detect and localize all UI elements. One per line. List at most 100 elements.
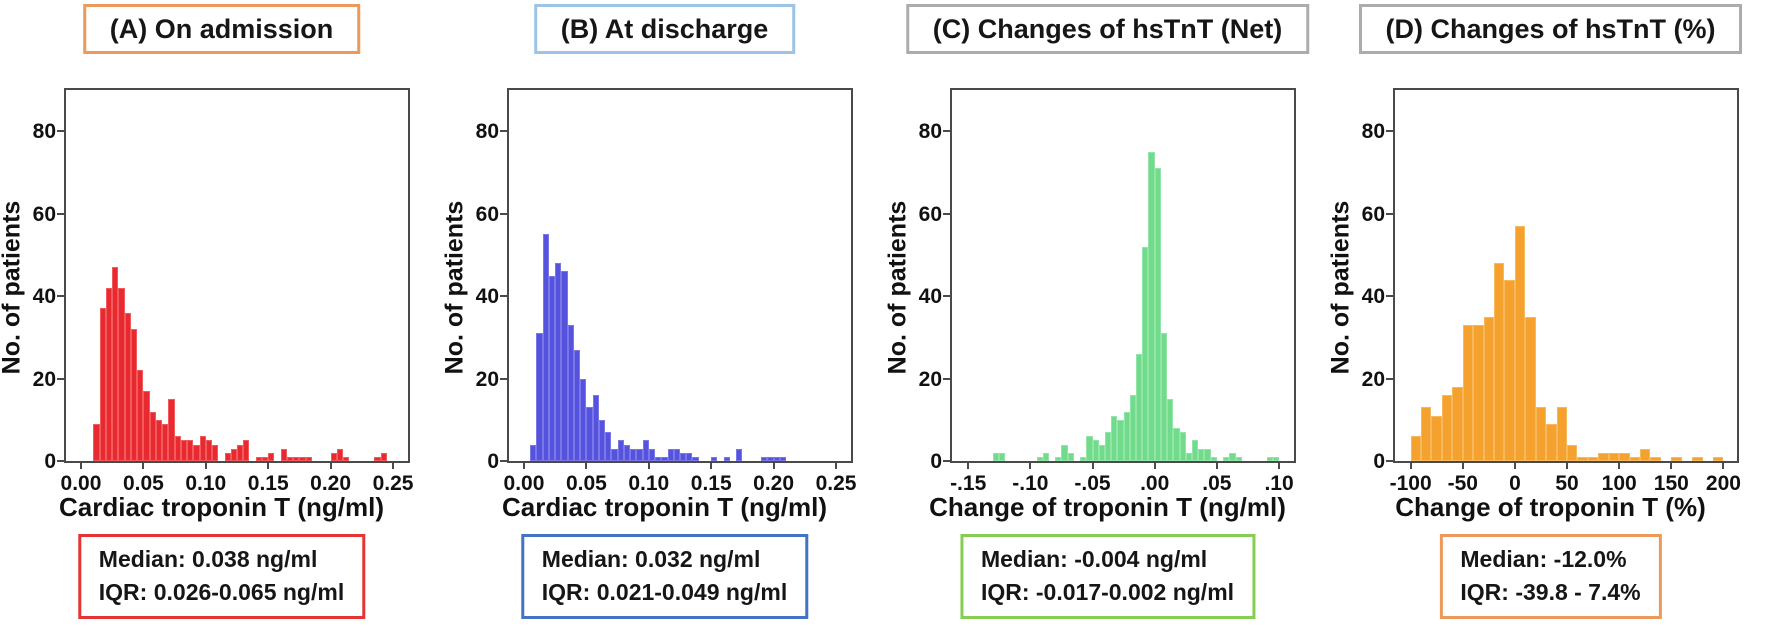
histogram-bar — [1080, 456, 1087, 461]
histogram-bar — [1042, 452, 1049, 461]
histogram-bar — [773, 456, 780, 461]
y-tick-label: 0 — [487, 450, 499, 473]
histogram-bar — [1266, 456, 1273, 461]
histogram-bar — [1608, 452, 1620, 461]
y-tick-label: 0 — [1373, 450, 1385, 473]
x-axis-label: Change of troponin T (%) — [1395, 492, 1706, 522]
y-tick-label: 80 — [918, 120, 942, 144]
histogram-bar — [661, 456, 668, 461]
histogram-bar — [630, 448, 637, 461]
histogram-bar — [680, 452, 687, 461]
histogram-bar — [1452, 386, 1463, 461]
stats-box: Median: 0.032 ng/ml IQR: 0.021-0.049 ng/… — [520, 534, 809, 619]
histogram-bar — [1650, 456, 1661, 461]
x-tick-label: 50 — [1555, 472, 1579, 495]
x-tick-mark — [1278, 461, 1281, 469]
y-tick-mark — [500, 295, 509, 298]
x-axis-label: Change of troponin T (ng/ml) — [929, 492, 1286, 522]
histogram-bar — [1055, 456, 1062, 461]
iqr-value: IQR: -0.017-0.002 ng/ml — [980, 579, 1235, 606]
y-tick-mark — [943, 212, 952, 215]
panel-d-title-box: (D) Changes of hsTnT (%) — [1358, 4, 1743, 55]
plot-frame: 0 20 40 60 80 0.00 0.05 0.10 0.15 0.20 0.25 — [476, 88, 856, 495]
histogram-bar — [1136, 353, 1143, 461]
histogram-bar — [530, 444, 537, 461]
histogram-bar — [561, 271, 568, 461]
histogram-bar — [1556, 407, 1568, 461]
stats-box: Median: -12.0% IQR: -39.8 - 7.4% — [1439, 534, 1662, 619]
y-tick-label: 60 — [475, 202, 499, 226]
histogram-bar — [261, 456, 269, 461]
histogram-bar — [343, 456, 350, 461]
histogram-bar — [305, 456, 312, 461]
x-tick-mark — [835, 461, 838, 469]
y-tick-mark — [57, 130, 66, 133]
x-tick-mark — [1670, 461, 1673, 469]
histogram-bar — [548, 275, 556, 461]
histogram-bar — [1117, 419, 1124, 461]
x-tick-mark — [522, 461, 525, 469]
histogram-bar — [1179, 432, 1186, 461]
histogram-bar — [592, 395, 599, 461]
stats-box: Median: 0.038 ng/ml IQR: 0.026-0.065 ng/… — [77, 534, 366, 619]
histogram-bar — [280, 448, 287, 461]
x-axis-label: Cardiac troponin T (ng/ml) — [59, 492, 384, 522]
x-tick-label: 0.00 — [503, 472, 545, 495]
panel-d-changes-percent: (D) Changes of hsTnT (%) No. of patients… — [1327, 0, 1772, 634]
histogram-bar — [162, 423, 169, 461]
y-tick-mark — [943, 295, 952, 298]
histogram-bar — [779, 456, 787, 461]
histogram-bar — [1092, 440, 1099, 461]
y-tick-label: 40 — [32, 285, 56, 309]
histogram-bar — [1535, 407, 1547, 461]
histogram-bar — [1587, 456, 1599, 461]
histogram-bar — [193, 444, 200, 461]
panel-b-title: (B) At discharge — [560, 14, 769, 44]
median-value: Median: -0.004 ng/ml — [980, 546, 1208, 572]
y-tick-mark — [1386, 460, 1395, 462]
y-tick-label: 0 — [44, 450, 56, 473]
histogram-bar — [1577, 456, 1588, 461]
x-tick-mark — [1153, 461, 1156, 469]
histogram-bar — [1036, 456, 1043, 461]
y-tick-mark — [943, 377, 952, 380]
histogram-bar — [555, 263, 562, 461]
x-tick-mark — [142, 461, 145, 469]
y-tick-label: 60 — [32, 202, 56, 226]
histogram-bar — [293, 456, 300, 461]
histogram-bar — [1525, 316, 1536, 461]
histogram-bar — [168, 399, 175, 461]
histogram-bar — [1441, 395, 1453, 461]
histogram-bar — [1123, 411, 1130, 461]
histogram-bar — [1504, 279, 1515, 461]
histogram-bar — [255, 456, 262, 461]
y-tick-mark — [57, 295, 66, 298]
y-tick-label: 60 — [918, 202, 942, 226]
histogram-bar — [1173, 428, 1180, 461]
x-tick-mark — [1618, 461, 1621, 469]
y-tick-label: 80 — [475, 120, 499, 144]
histogram-bar — [673, 448, 680, 461]
histogram-bar — [1167, 399, 1174, 461]
plot-frame: 0 20 40 60 80 0.00 0.05 0.10 0.15 0.20 0.25 — [33, 88, 413, 495]
x-tick-mark — [79, 461, 82, 469]
histogram-bar — [112, 267, 119, 461]
histogram-bar — [761, 456, 768, 461]
x-tick-mark — [1029, 461, 1032, 469]
histogram-bar — [567, 324, 574, 461]
histogram-bar — [299, 456, 306, 461]
x-tick-mark — [1091, 461, 1094, 469]
histogram-bar — [686, 452, 693, 461]
x-axis-label: Cardiac troponin T (ng/ml) — [502, 492, 827, 522]
panel-a-on-admission: (A) On admission No. of patients 0 20 40 60… — [0, 0, 443, 634]
x-tick-mark — [1461, 461, 1464, 469]
y-tick-label: 80 — [1361, 120, 1385, 144]
x-tick-label: 150 — [1653, 472, 1689, 495]
x-tick-label: -.15 — [950, 472, 987, 495]
x-tick-mark — [967, 461, 970, 469]
histogram-bar — [617, 440, 624, 461]
histogram-bar — [1567, 444, 1578, 461]
histogram-bar — [1494, 263, 1505, 461]
histogram-bar — [1061, 444, 1068, 461]
histogram-bar — [1210, 456, 1217, 461]
